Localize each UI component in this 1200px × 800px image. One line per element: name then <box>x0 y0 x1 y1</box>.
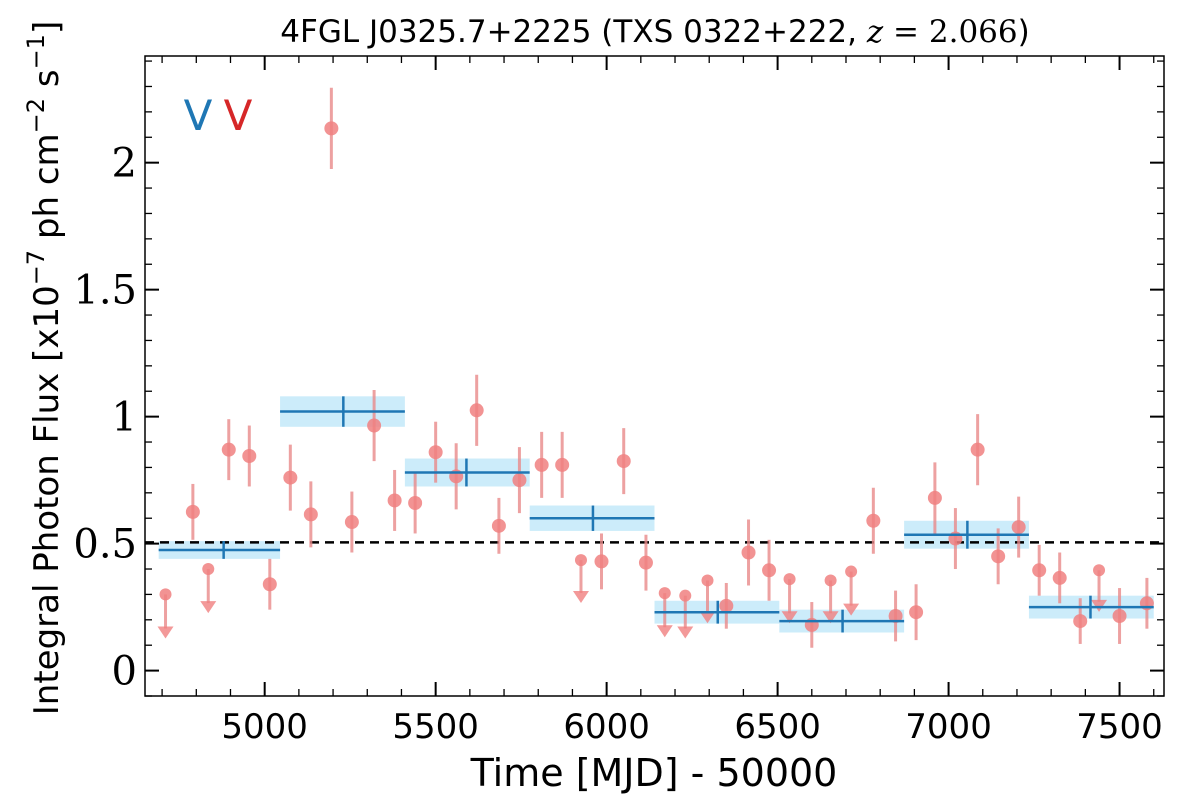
data-point <box>242 449 257 463</box>
data-point <box>927 490 942 505</box>
data-point <box>616 454 631 469</box>
plot-frame <box>144 55 1165 697</box>
data-point <box>1032 563 1047 578</box>
upper-limit-arrow <box>781 611 798 624</box>
upper-limit-arrow <box>656 625 673 638</box>
y-tick-label: 0 <box>112 649 137 695</box>
x-tick-label: 6500 <box>734 707 821 747</box>
data-point <box>888 609 903 623</box>
data-point <box>555 457 570 472</box>
upper-limit-arrow <box>1091 599 1108 612</box>
data-point <box>991 549 1006 564</box>
data-point <box>491 518 506 533</box>
data-point <box>534 457 549 472</box>
x-tick-label: 5000 <box>221 707 308 747</box>
data-point <box>428 445 443 460</box>
data-point <box>866 513 881 528</box>
marker-v-blue: V <box>184 91 213 140</box>
data-point <box>741 545 756 560</box>
y-tick-label: 0.5 <box>73 522 137 568</box>
y-axis-label: Integral Photon Flux [x10−7 ph cm−2 s−1] <box>22 21 67 715</box>
upper-limit-point <box>658 587 671 600</box>
y-tick-label: 1 <box>112 395 137 441</box>
data-point <box>970 442 985 457</box>
data-point <box>762 563 777 578</box>
data-point <box>344 515 359 530</box>
upper-limit-point <box>783 573 796 586</box>
data-point <box>512 473 527 488</box>
upper-limit-point <box>701 574 714 587</box>
upper-limit-point <box>824 574 837 587</box>
data-point <box>638 555 653 570</box>
data-point <box>324 121 339 136</box>
x-axis-label: Time [MJD] - 50000 <box>470 751 838 795</box>
data-point <box>185 504 200 519</box>
data-point <box>594 554 609 569</box>
upper-limit-arrow <box>572 590 589 603</box>
data-point <box>909 605 924 620</box>
upper-limit-point <box>1093 564 1106 577</box>
upper-limit-arrow <box>677 626 694 639</box>
x-tick-label: 6000 <box>563 707 650 747</box>
upper-limit-arrow <box>699 611 716 624</box>
data-point <box>367 418 382 433</box>
x-tick-label: 5500 <box>392 707 479 747</box>
y-tick-label: 2 <box>112 141 137 187</box>
data-point <box>1011 520 1026 535</box>
upper-limit-arrow <box>843 603 860 616</box>
upper-limit-arrow <box>200 601 217 614</box>
upper-limit-point <box>679 589 692 602</box>
data-point <box>387 493 402 508</box>
upper-limit-point <box>159 588 172 601</box>
data-point <box>303 507 318 522</box>
x-tick-label: 7500 <box>1076 707 1163 747</box>
data-point <box>1052 570 1067 585</box>
chart-title: 4FGL J0325.7+2225 (TXS 0322+222, z = 2.0… <box>280 14 1029 50</box>
data-point <box>1073 614 1088 629</box>
x-tick-label: 7000 <box>905 707 992 747</box>
upper-limit-point <box>202 563 215 576</box>
y-tick-label: 1.5 <box>73 268 137 314</box>
marker-v-red: V <box>224 91 253 140</box>
data-point <box>469 403 484 418</box>
data-point <box>283 470 298 485</box>
upper-limit-arrow <box>157 626 174 639</box>
data-point <box>262 577 277 592</box>
data-point <box>1112 609 1127 623</box>
upper-limit-point <box>845 565 858 578</box>
plot-area: 5000 5500 6000 6500 7000 7500 0 0.5 1 1.5 2 <box>73 55 1165 747</box>
data-point <box>221 442 236 457</box>
data-point <box>719 598 734 613</box>
upper-limit-point <box>574 554 587 567</box>
data-point <box>408 495 423 510</box>
upper-limit-arrow <box>822 611 839 624</box>
